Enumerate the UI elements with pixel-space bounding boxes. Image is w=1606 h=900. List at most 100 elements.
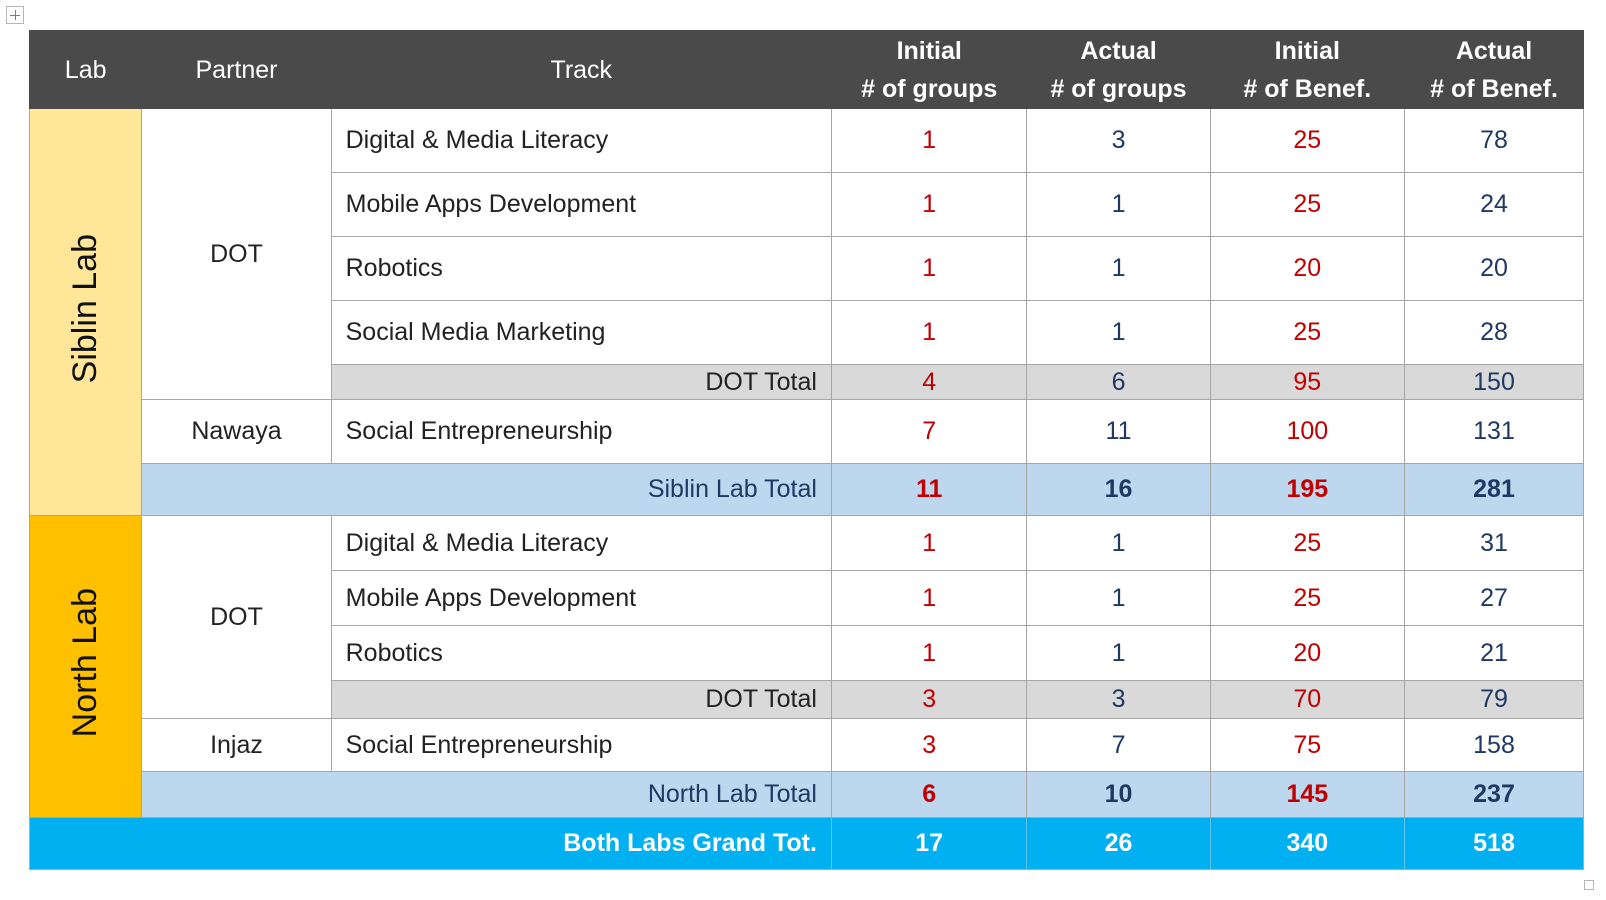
initial-groups-cell: 11 <box>830 463 1028 516</box>
header-actual-groups-line1: Actual <box>1080 36 1157 65</box>
initial-benef-cell: 25 <box>1209 300 1406 365</box>
actual-benef-cell: 281 <box>1404 463 1584 516</box>
dot-total-label: DOT Total <box>330 680 832 719</box>
partner-cell: DOT <box>141 515 332 719</box>
track-cell: Robotics <box>330 236 832 301</box>
actual-benef-cell: 27 <box>1404 570 1584 626</box>
initial-benef-cell: 95 <box>1209 364 1406 400</box>
initial-benef-cell: 70 <box>1209 680 1406 719</box>
table-row: Robotics 1 1 20 20 <box>30 236 1584 301</box>
initial-groups-cell: 1 <box>830 515 1028 571</box>
table-resize-handle-icon[interactable] <box>1584 880 1594 890</box>
header-initial-groups: Initial # of groups <box>830 30 1028 109</box>
initial-benef-cell: 20 <box>1209 625 1406 681</box>
header-partner: Partner <box>141 30 332 109</box>
initial-benef-cell: 195 <box>1209 463 1406 516</box>
actual-groups-cell: 1 <box>1026 172 1211 237</box>
lab-cell-north: North Lab <box>28 515 143 818</box>
header-initial-benef-line2: # of Benef. <box>1243 74 1372 103</box>
dot-total-row: DOT Total 4 6 95 150 <box>30 364 1584 400</box>
initial-groups-cell: 17 <box>830 817 1028 870</box>
table-row: Social Media Marketing 1 1 25 28 <box>30 300 1584 365</box>
lab-results-table: Lab Partner Track Initial # of groups Ac… <box>28 30 1584 870</box>
actual-benef-cell: 131 <box>1404 399 1584 464</box>
actual-groups-cell: 1 <box>1026 236 1211 301</box>
actual-benef-cell: 237 <box>1404 771 1584 818</box>
actual-groups-cell: 6 <box>1026 364 1211 400</box>
initial-groups-cell: 1 <box>830 570 1028 626</box>
header-actual-benef-line2: # of Benef. <box>1430 74 1558 103</box>
north-lab-total-row: North Lab Total 6 10 145 237 <box>30 771 1584 818</box>
initial-benef-cell: 25 <box>1209 172 1406 237</box>
lab-label: North Lab <box>66 588 105 738</box>
header-initial-groups-line2: # of groups <box>861 74 998 103</box>
table-row: North Lab DOT Digital & Media Literacy 1… <box>28 515 1584 818</box>
partner-cell: Nawaya <box>141 399 332 464</box>
header-actual-benef: Actual # of Benef. <box>1404 30 1584 109</box>
table-row: Robotics 1 1 20 21 <box>30 625 1584 681</box>
actual-groups-cell: 3 <box>1026 680 1211 719</box>
initial-benef-cell: 25 <box>1209 515 1406 571</box>
initial-groups-cell: 3 <box>830 718 1028 772</box>
table-row: Injaz Social Entrepreneurship 3 7 75 158 <box>30 718 1584 772</box>
actual-groups-cell: 11 <box>1026 399 1211 464</box>
dot-total-label: DOT Total <box>330 364 832 400</box>
actual-benef-cell: 150 <box>1404 364 1584 400</box>
table-row: Mobile Apps Development 1 1 25 24 <box>30 172 1584 237</box>
initial-groups-cell: 4 <box>830 364 1028 400</box>
header-actual-groups: Actual # of groups <box>1026 30 1211 109</box>
initial-groups-cell: 1 <box>830 625 1028 681</box>
actual-groups-cell: 7 <box>1026 718 1211 772</box>
initial-groups-cell: 1 <box>830 172 1028 237</box>
grand-total-label: Both Labs Grand Tot. <box>29 817 832 870</box>
actual-benef-cell: 21 <box>1404 625 1584 681</box>
table-row: Siblin Lab DOT Digital & Media Literacy … <box>28 108 1584 516</box>
siblin-lab-total-row: Siblin Lab Total 11 16 195 281 <box>30 463 1584 516</box>
grand-total-row: Both Labs Grand Tot. 17 26 340 518 <box>29 817 1584 870</box>
initial-groups-cell: 3 <box>830 680 1028 719</box>
partner-cell: DOT <box>141 108 332 400</box>
actual-groups-cell: 1 <box>1026 300 1211 365</box>
initial-groups-cell: 1 <box>830 108 1028 173</box>
track-cell: Digital & Media Literacy <box>330 108 832 173</box>
initial-benef-cell: 25 <box>1209 570 1406 626</box>
partner-cell: Injaz <box>141 718 332 772</box>
actual-groups-cell: 1 <box>1026 625 1211 681</box>
lab-total-label: North Lab Total <box>141 771 832 818</box>
actual-benef-cell: 20 <box>1404 236 1584 301</box>
header-initial-groups-line1: Initial <box>896 36 962 65</box>
initial-benef-cell: 145 <box>1209 771 1406 818</box>
initial-groups-cell: 1 <box>830 236 1028 301</box>
initial-benef-cell: 25 <box>1209 108 1406 173</box>
header-track: Track <box>330 30 832 109</box>
table-move-handle-icon[interactable] <box>6 6 24 24</box>
actual-benef-cell: 31 <box>1404 515 1584 571</box>
track-cell: Social Media Marketing <box>330 300 832 365</box>
header-initial-benef: Initial # of Benef. <box>1209 30 1406 109</box>
header-actual-benef-line1: Actual <box>1455 36 1533 65</box>
actual-groups-cell: 1 <box>1026 570 1211 626</box>
header-actual-groups-line2: # of groups <box>1050 74 1187 103</box>
track-cell: Mobile Apps Development <box>330 570 832 626</box>
initial-groups-cell: 6 <box>830 771 1028 818</box>
initial-benef-cell: 100 <box>1209 399 1406 464</box>
track-cell: Mobile Apps Development <box>330 172 832 237</box>
initial-groups-cell: 1 <box>830 300 1028 365</box>
initial-benef-cell: 340 <box>1209 817 1406 870</box>
lab-label: Siblin Lab <box>66 233 105 384</box>
header-lab: Lab <box>28 30 143 109</box>
lab-total-label: Siblin Lab Total <box>141 463 832 516</box>
header-initial-benef-line1: Initial <box>1274 36 1340 65</box>
track-cell: Robotics <box>330 625 832 681</box>
track-cell: Social Entrepreneurship <box>330 718 832 772</box>
actual-groups-cell: 1 <box>1026 515 1211 571</box>
track-cell: Digital & Media Literacy <box>330 515 832 571</box>
actual-benef-cell: 28 <box>1404 300 1584 365</box>
initial-groups-cell: 7 <box>830 399 1028 464</box>
actual-benef-cell: 518 <box>1404 817 1584 870</box>
actual-groups-cell: 10 <box>1026 771 1211 818</box>
table-row: Nawaya Social Entrepreneurship 7 11 100 … <box>30 399 1584 464</box>
actual-benef-cell: 78 <box>1404 108 1584 173</box>
actual-benef-cell: 158 <box>1404 718 1584 772</box>
initial-benef-cell: 20 <box>1209 236 1406 301</box>
